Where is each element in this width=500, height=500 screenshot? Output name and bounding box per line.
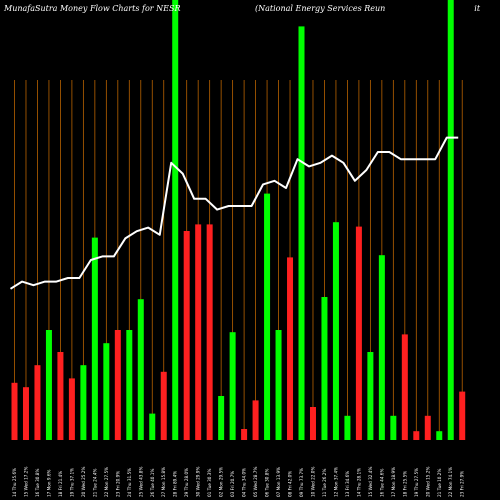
x-tick-label: 21 Tue 24.4% bbox=[92, 469, 97, 497]
money-flow-bar bbox=[424, 415, 431, 440]
money-flow-bar bbox=[91, 237, 98, 440]
x-tick-label: 18 Fri 21.4% bbox=[58, 471, 63, 497]
x-tick-label: 17 Mon 18.9% bbox=[391, 467, 396, 497]
x-tick-label: 01 Tue 30.3% bbox=[207, 469, 212, 497]
money-flow-bar bbox=[309, 407, 316, 440]
flow-line bbox=[9, 136, 459, 290]
chart-title: MunafaSutra Money Flow Charts for NESR bbox=[3, 4, 180, 13]
x-tick-label: 14 Thu 25.6% bbox=[12, 468, 17, 497]
x-tick-label: 23 Fri 27.9% bbox=[460, 471, 465, 497]
x-tick-label: 16 Tue 44.6% bbox=[379, 469, 384, 497]
x-tick-label: 16 Tue 30.8% bbox=[35, 469, 40, 497]
x-tick-label: 10 Wed 22.0% bbox=[310, 467, 315, 497]
x-tick-label: 20 Wed 15.2% bbox=[425, 467, 430, 497]
money-flow-bar bbox=[195, 224, 202, 440]
x-tick-label: 28 Fri 89.4% bbox=[173, 471, 178, 497]
x-tick-label: 24 Thu 31.5% bbox=[127, 468, 132, 497]
money-flow-bar bbox=[57, 352, 64, 440]
money-flow-bar bbox=[321, 297, 328, 440]
money-flow-bar bbox=[275, 330, 282, 440]
money-flow-bar bbox=[45, 330, 52, 440]
x-tick-label: 06 Tue 30.8% bbox=[265, 469, 270, 497]
money-flow-bar bbox=[206, 224, 213, 440]
money-flow-bar bbox=[218, 396, 225, 440]
x-tick-label: 14 Thu 28.1% bbox=[356, 468, 361, 497]
money-flow-bar bbox=[11, 382, 18, 440]
x-tick-label: 11 Tue 26.2% bbox=[322, 469, 327, 497]
money-flow-bar bbox=[436, 431, 443, 440]
money-flow-bar bbox=[378, 255, 385, 440]
x-tick-label: 03 Fri 20.7% bbox=[230, 471, 235, 497]
money-flow-bar bbox=[447, 0, 454, 440]
bars bbox=[11, 0, 466, 441]
money-flow-bar bbox=[355, 226, 362, 440]
x-tick-label: 22 Mon 74.1% bbox=[448, 467, 453, 497]
money-flow-bar bbox=[413, 431, 420, 440]
x-tick-label: 02 Mon 29.5% bbox=[219, 467, 224, 497]
money-flow-bar bbox=[22, 387, 29, 440]
money-flow-bar bbox=[332, 222, 339, 440]
money-flow-bar bbox=[229, 332, 236, 440]
money-flow-bar bbox=[126, 330, 133, 440]
money-flow-line bbox=[9, 136, 459, 290]
x-tick-label: 29 Thu 28.0% bbox=[184, 468, 189, 497]
x-tick-label: 15 Wed 32.4% bbox=[368, 467, 373, 497]
money-flow-bar bbox=[183, 231, 190, 440]
x-tick-labels: 14 Thu 25.6% 15 Wed 17.2% 16 Tue 30.8% 17 M… bbox=[12, 467, 465, 497]
money-flow-bar bbox=[287, 257, 294, 440]
money-flow-bar bbox=[298, 26, 305, 441]
x-tick-label: 27 Mon 15.8% bbox=[161, 467, 166, 497]
x-tick-label: 05 Wed 28.7% bbox=[253, 467, 258, 497]
x-tick-label: 09 Thu 73.7% bbox=[299, 468, 304, 497]
money-flow-bar bbox=[114, 330, 121, 440]
x-tick-label: 30 Wed 29.9% bbox=[196, 467, 201, 497]
money-flow-bar bbox=[80, 365, 87, 440]
x-tick-label: 18 Fri 25.5% bbox=[402, 471, 407, 497]
money-flow-bar bbox=[390, 415, 397, 440]
money-flow-bar bbox=[172, 0, 179, 440]
money-flow-bar bbox=[34, 365, 41, 440]
x-tick-label: 21 Tue 10.2% bbox=[437, 469, 442, 497]
x-tick-label: 19 Thu 37.1% bbox=[69, 468, 74, 497]
money-flow-bar bbox=[459, 391, 466, 440]
x-tick-label: 13 Fri 34.6% bbox=[345, 471, 350, 497]
x-tick-label: 19 Thu 27.5% bbox=[414, 468, 419, 497]
money-flow-bar bbox=[68, 378, 75, 440]
money-flow-bar bbox=[137, 299, 144, 440]
x-tick-label: 26 Tue 40.1% bbox=[150, 469, 155, 497]
money-flow-bar bbox=[149, 413, 156, 440]
x-tick-label: 12 Mon 37.4% bbox=[333, 467, 338, 497]
money-flow-bar bbox=[241, 429, 248, 440]
money-flow-bar bbox=[401, 334, 408, 440]
x-tick-label: 07 Mon 13.9% bbox=[276, 467, 281, 497]
chart-subtitle: (National Energy Services Reun it bbox=[255, 4, 481, 13]
money-flow-bar bbox=[367, 352, 374, 440]
money-flow-bar bbox=[103, 343, 110, 440]
x-tick-label: 08 Fri 42.0% bbox=[288, 471, 293, 497]
x-tick-label: 23 Fri 20.9% bbox=[115, 471, 120, 497]
x-tick-label: 15 Wed 17.2% bbox=[23, 467, 28, 497]
money-flow-bar bbox=[344, 415, 351, 440]
x-tick-label: 20 Wed 25.2% bbox=[81, 467, 86, 497]
money-flow-bar bbox=[160, 371, 167, 440]
x-tick-label: 17 Mon 9.6% bbox=[46, 470, 51, 497]
x-tick-label: 22 Mon 27.5% bbox=[104, 467, 109, 497]
money-flow-bar bbox=[264, 193, 271, 440]
x-tick-label: 25 Wed 43.8% bbox=[138, 467, 143, 497]
x-tick-label: 04 Thu 34.0% bbox=[242, 468, 247, 497]
money-flow-bar bbox=[252, 400, 259, 440]
